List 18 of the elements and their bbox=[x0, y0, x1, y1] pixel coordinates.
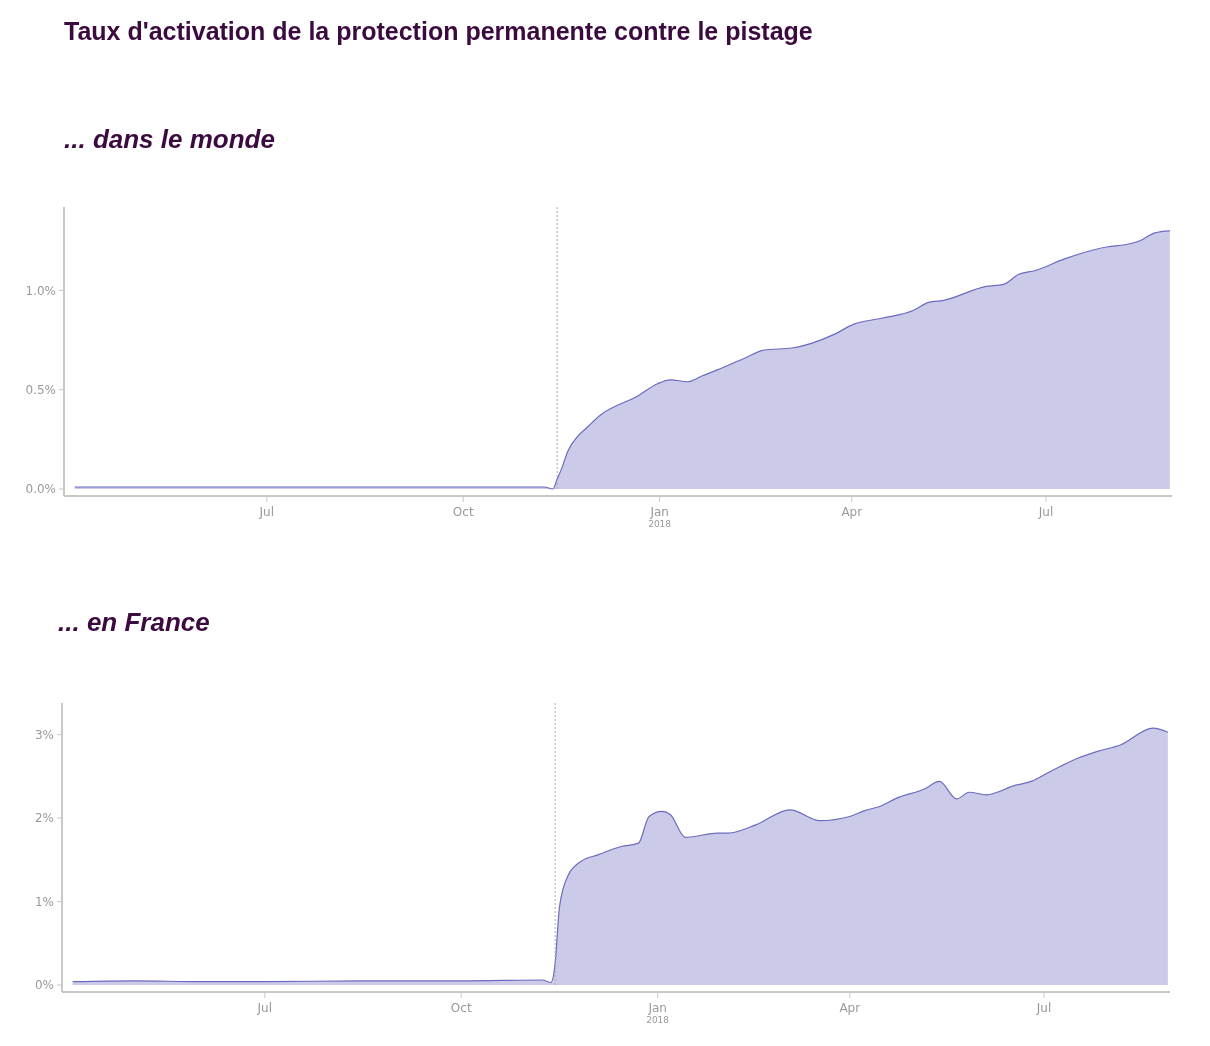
x-tick-label: Jul bbox=[1037, 505, 1054, 519]
y-tick-label: 1.0% bbox=[25, 283, 56, 298]
y-tick-label: 3% bbox=[34, 727, 54, 742]
y-tick-label: 1% bbox=[34, 894, 54, 909]
x-tick-label: Oct bbox=[450, 1001, 472, 1015]
x-tick-label: Jul bbox=[256, 1001, 273, 1015]
y-tick-label: 0.0% bbox=[25, 482, 56, 497]
x-tick-label: Oct bbox=[452, 505, 474, 519]
y-tick-label: 0.5% bbox=[25, 382, 56, 397]
y-tick-label: 0% bbox=[34, 978, 54, 993]
x-tick-label: Jul bbox=[258, 505, 275, 519]
chart-title: Taux d'activation de la protection permanente contre le pistage bbox=[64, 17, 813, 45]
chart-title: ... en France bbox=[58, 607, 210, 637]
x-tick-label: Apr bbox=[841, 505, 863, 519]
x-tick-label: Apr bbox=[839, 1001, 861, 1015]
y-tick-label: 2% bbox=[34, 811, 54, 826]
chart-subtitle: ... dans le monde bbox=[64, 124, 275, 154]
x-tick-label: Jul bbox=[1035, 1001, 1052, 1015]
